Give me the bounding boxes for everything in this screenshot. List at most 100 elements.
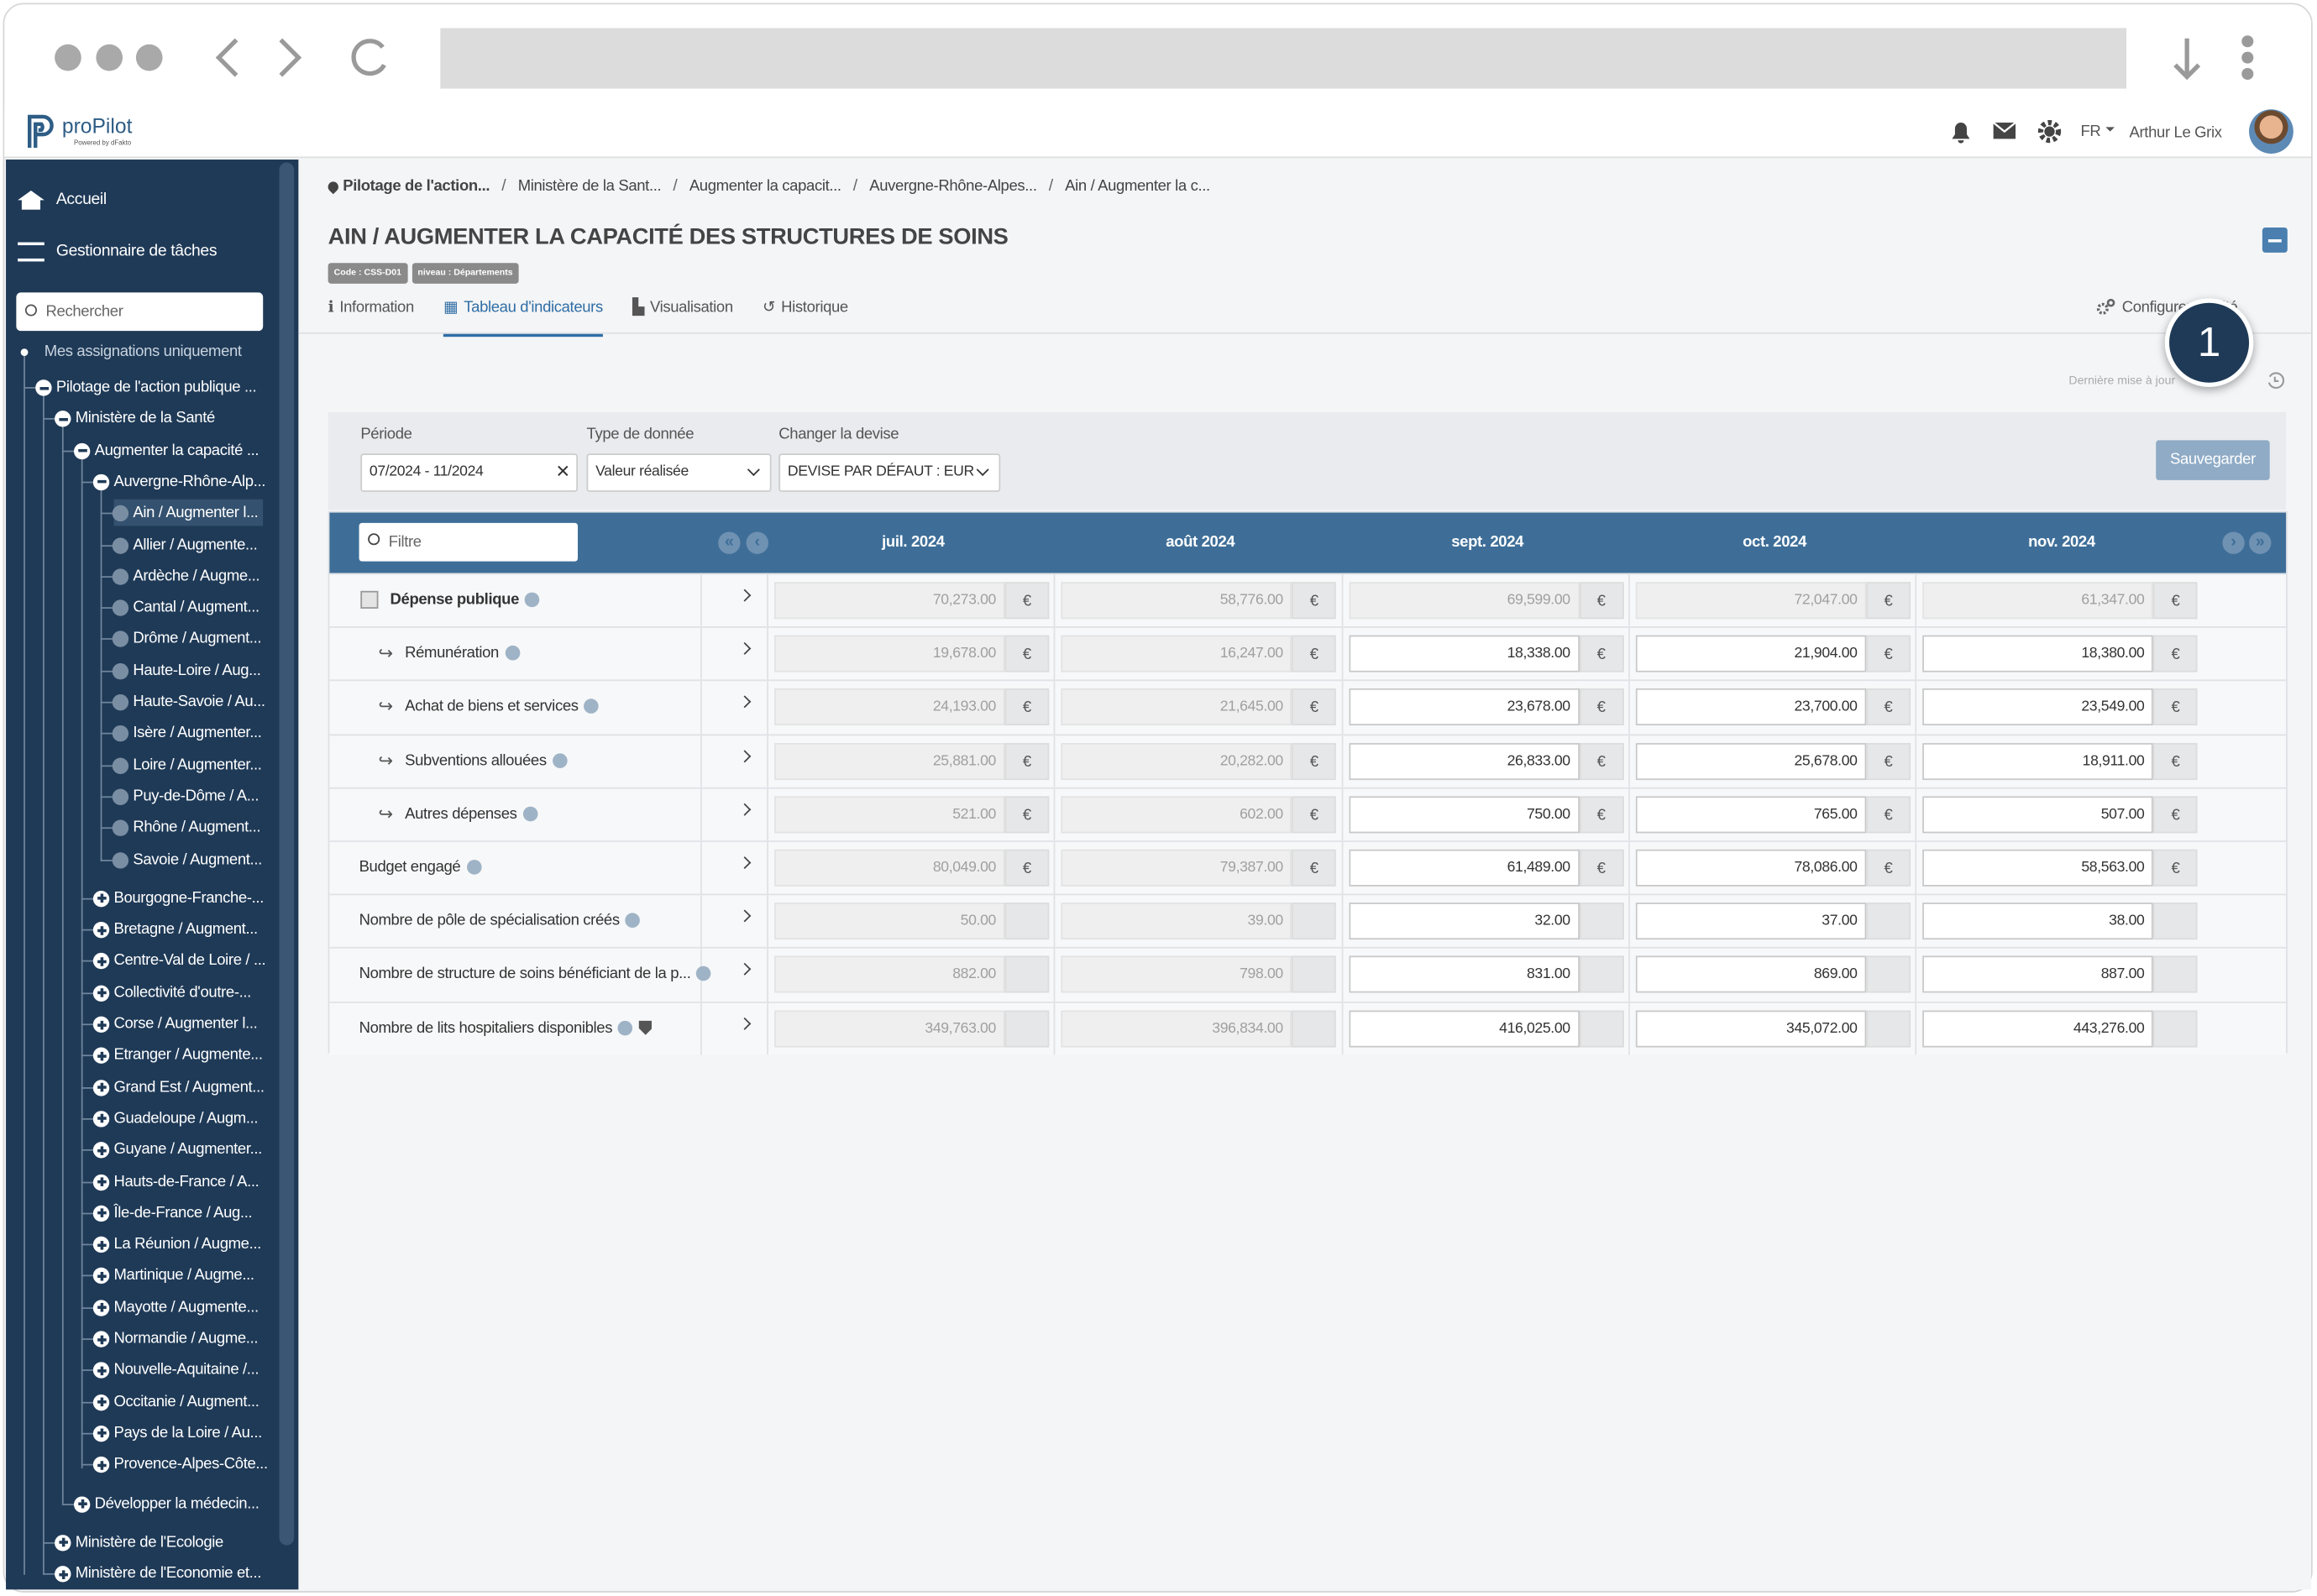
tab[interactable]: ▙ Visualisation [632,297,733,334]
tree-node[interactable]: Ain / Augmenter l... [133,504,259,522]
tree-toggle[interactable] [92,1173,110,1190]
menu-item[interactable]: Gestionnaire de tâches [55,242,218,260]
tree-toggle[interactable] [55,411,71,428]
settings-icon[interactable] [2037,119,2062,144]
tab[interactable]: ℹ Information [328,297,415,334]
tree-node[interactable]: Centre-Val de Loire / ... [113,951,266,970]
info-icon[interactable] [625,913,641,929]
filter-input[interactable]: Valeur réalisée [586,453,772,492]
tree-node[interactable]: Pilotage de l'action publique ... [55,378,257,396]
tab[interactable]: ↺ Historique [763,297,848,334]
indicator-label[interactable]: Subventions allouées [405,751,547,770]
row-expand[interactable] [738,1017,752,1030]
indicator-label[interactable]: Nombre de structure de soins bénéficiant… [359,965,691,983]
value-input[interactable]: 38.00 [1922,903,2154,940]
value-input[interactable]: 58,563.00 [1922,849,2154,887]
tree-toggle[interactable] [73,442,91,459]
tree-toggle[interactable] [92,1236,110,1253]
breadcrumb-item[interactable]: Ain / Augmenter la c... [1065,177,1210,196]
collapse-button[interactable] [2262,227,2288,253]
info-icon[interactable] [522,806,538,821]
nav-button[interactable]: ‹ [746,531,768,554]
value-input[interactable]: 23,549.00 [1922,688,2154,726]
tree-node[interactable]: Hauts-de-France / A... [113,1172,259,1190]
language-selector[interactable]: FR [2080,123,2101,141]
tree-toggle[interactable] [92,985,110,1002]
menu-item[interactable]: Accueil [55,190,107,209]
tree-toggle[interactable] [92,1268,110,1285]
tree-node[interactable]: Ministère de l'Economie et... [75,1564,262,1583]
address-bar[interactable] [440,28,2127,89]
row-expand[interactable] [738,749,752,762]
dropdown-caret[interactable] [747,463,760,477]
tree-toggle[interactable] [92,1425,110,1442]
tree-toggle[interactable] [92,1457,110,1473]
logo-text[interactable]: proPilot [61,113,133,138]
tree-toggle[interactable] [92,1394,110,1410]
indicator-label[interactable]: Budget engagé [359,858,461,876]
row-expand[interactable] [738,909,752,923]
value-input[interactable]: 765.00 [1635,796,1867,834]
value-input[interactable]: 831.00 [1348,956,1580,994]
tree-node[interactable]: Allier / Augmente... [133,535,258,553]
tree-toggle[interactable] [92,1111,110,1128]
indicator-label[interactable]: Achat de biens et services [405,698,579,716]
history-icon[interactable] [2265,371,2285,390]
value-input[interactable]: 25,678.00 [1635,742,1867,780]
breadcrumb-item[interactable]: Pilotage de l'action... [343,177,490,196]
indicator-label[interactable]: Rémunération [405,644,499,662]
nav-button[interactable]: › [2222,531,2245,554]
tree-node[interactable]: Collectivité d'outre-... [113,983,251,1002]
tree-toggle[interactable] [55,1566,71,1583]
tree-node[interactable]: Guyane / Augmenter... [113,1140,262,1159]
info-icon[interactable] [505,646,520,661]
tree-toggle[interactable] [55,1534,71,1552]
browser-nav[interactable] [207,33,399,83]
browser-menu[interactable] [2169,33,2272,83]
tree-node[interactable]: Augmenter la capacité ... [94,441,259,459]
tree-toggle[interactable] [92,1048,110,1065]
tree-node[interactable]: Pays de la Loire / Au... [113,1424,262,1442]
tree-node[interactable]: Haute-Savoie / Au... [133,693,265,711]
tree-node[interactable]: Nouvelle-Aquitaine /... [113,1361,259,1379]
row-expand[interactable] [738,642,752,656]
tree-toggle[interactable] [73,1495,91,1512]
value-input[interactable]: 18,380.00 [1922,635,2154,672]
indicator-label[interactable]: Nombre de pôle de spécialisation créés [359,911,621,930]
reload-icon[interactable] [351,39,386,76]
breadcrumb-item[interactable]: Ministère de la Sant... [517,177,662,196]
breadcrumb-item[interactable]: Auvergne-Rhône-Alpes... [869,177,1037,196]
tree-node[interactable]: Normandie / Augme... [113,1329,259,1347]
tree-toggle[interactable] [92,1331,110,1347]
assignments-filter[interactable]: Mes assignations uniquement [44,343,242,361]
clear-icon[interactable]: ✕ [555,460,571,482]
tree-node[interactable]: Rhône / Augment... [133,819,261,837]
row-expand[interactable] [738,696,752,709]
back-icon[interactable] [215,38,239,77]
tree-node[interactable]: Ministère de la Santé [75,409,216,428]
tree-node[interactable]: Guadeloupe / Augm... [113,1109,259,1128]
tree-toggle[interactable] [92,474,110,490]
tree-toggle[interactable] [92,890,110,908]
tree-toggle[interactable] [92,1016,110,1033]
nav-button[interactable]: » [2249,531,2272,554]
breadcrumb-item[interactable]: Augmenter la capacit... [689,177,841,196]
table-filter[interactable]: Filtre [359,522,578,562]
collapse-icon[interactable] [360,590,379,609]
tree-node[interactable]: Bretagne / Augment... [113,920,258,939]
tree-node[interactable]: Haute-Loire / Aug... [133,661,261,679]
nav-button[interactable]: « [718,531,741,554]
row-expand[interactable] [738,963,752,976]
tree-node[interactable]: Puy-de-Dôme / A... [133,787,259,805]
indicator-label[interactable]: Nombre de lits hospitaliers disponibles [359,1018,613,1037]
value-input[interactable]: 61,489.00 [1348,849,1580,887]
tab[interactable]: ▦ Tableau d'indicateurs [443,297,603,338]
info-icon[interactable] [466,860,481,875]
value-input[interactable]: 21,904.00 [1635,635,1867,672]
tree-node[interactable]: Cantal / Augment... [133,598,259,616]
value-input[interactable]: 23,700.00 [1635,688,1867,726]
value-input[interactable]: 869.00 [1635,956,1867,994]
tree-node[interactable]: Occitanie / Augment... [113,1392,259,1410]
user-name[interactable]: Arthur Le Grix [2129,123,2222,142]
tree-node[interactable]: Etranger / Augmente... [113,1046,263,1065]
